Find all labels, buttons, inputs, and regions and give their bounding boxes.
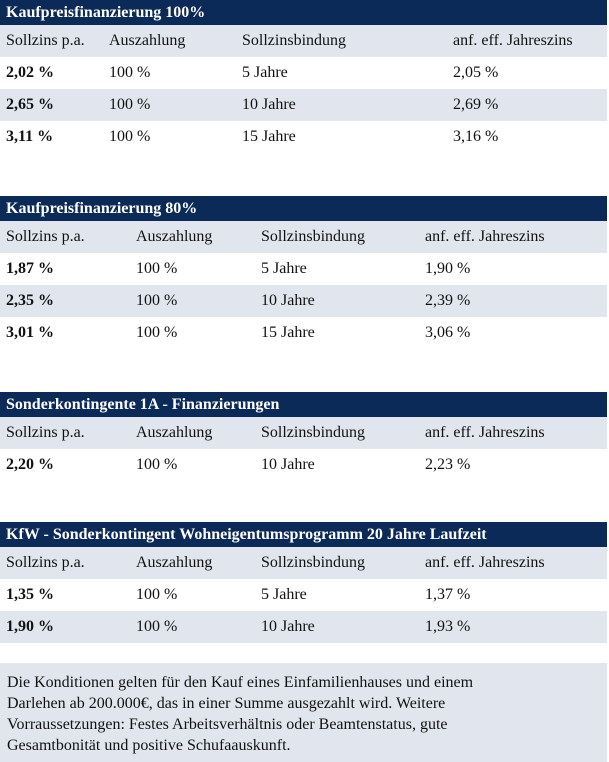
table-title: Kaufpreisfinanzierung 100% bbox=[0, 0, 607, 25]
cell-auszahlung: 100 % bbox=[136, 292, 178, 309]
header-effektivzins: anf. eff. Jahreszins bbox=[425, 554, 545, 571]
cell-effektivzins: 1,37 % bbox=[425, 586, 471, 603]
table-row: 1,90 % 100 % 10 Jahre 1,93 % bbox=[0, 611, 607, 643]
header-effektivzins: anf. eff. Jahreszins bbox=[453, 32, 573, 49]
cell-auszahlung: 100 % bbox=[109, 96, 151, 113]
cell-auszahlung: 100 % bbox=[136, 456, 178, 473]
table-header-row: Sollzins p.a. Auszahlung Sollzinsbindung… bbox=[0, 547, 607, 579]
table-row: 2,20 % 100 % 10 Jahre 2,23 % bbox=[0, 449, 607, 481]
cell-sollzins: 1,87 % bbox=[6, 260, 54, 277]
cell-sollzins: 2,20 % bbox=[6, 456, 54, 473]
note-line: Darlehen ab 200.000€, das in einer Summe… bbox=[7, 695, 446, 712]
table-title: Sonderkontingente 1A - Finanzierungen bbox=[0, 392, 607, 417]
cell-effektivzins: 2,05 % bbox=[453, 64, 499, 81]
cell-effektivzins: 2,23 % bbox=[425, 456, 471, 473]
cell-auszahlung: 100 % bbox=[136, 618, 178, 635]
cell-effektivzins: 1,90 % bbox=[425, 260, 471, 277]
cell-effektivzins: 2,39 % bbox=[425, 292, 471, 309]
cell-sollzinsbindung: 15 Jahre bbox=[261, 324, 315, 341]
header-auszahlung: Auszahlung bbox=[136, 424, 213, 441]
note-line: Die Konditionen gelten für den Kauf eine… bbox=[7, 674, 474, 691]
table-row: 2,35 % 100 % 10 Jahre 2,39 % bbox=[0, 285, 607, 317]
note-line: Gesamtbonität und positive Schufaauskunf… bbox=[7, 737, 291, 754]
cell-effektivzins: 1,93 % bbox=[425, 618, 471, 635]
header-sollzins: Sollzins p.a. bbox=[6, 424, 85, 441]
table-row: 1,35 % 100 % 5 Jahre 1,37 % bbox=[0, 579, 607, 611]
cell-sollzins: 3,11 % bbox=[6, 128, 54, 145]
cell-auszahlung: 100 % bbox=[136, 260, 178, 277]
cell-auszahlung: 100 % bbox=[136, 586, 178, 603]
cell-sollzinsbindung: 10 Jahre bbox=[261, 618, 315, 635]
header-effektivzins: anf. eff. Jahreszins bbox=[425, 424, 545, 441]
cell-auszahlung: 100 % bbox=[136, 324, 178, 341]
rate-table-4: KfW - Sonderkontingent Wohneigentumsprog… bbox=[0, 522, 607, 643]
rate-table-1: Kaufpreisfinanzierung 100% Sollzins p.a.… bbox=[0, 0, 607, 153]
cell-sollzinsbindung: 5 Jahre bbox=[261, 586, 307, 603]
table-title: Kaufpreisfinanzierung 80% bbox=[0, 196, 607, 221]
table-title: KfW - Sonderkontingent Wohneigentumsprog… bbox=[0, 522, 607, 547]
table-row: 3,01 % 100 % 15 Jahre 3,06 % bbox=[0, 317, 607, 349]
note-line: Vorraussetzungen: Festes Arbeitsverhältn… bbox=[7, 716, 448, 733]
header-effektivzins: anf. eff. Jahreszins bbox=[425, 228, 545, 245]
cell-sollzinsbindung: 5 Jahre bbox=[261, 260, 307, 277]
rate-table-3: Sonderkontingente 1A - Finanzierungen So… bbox=[0, 392, 607, 481]
rate-table-2: Kaufpreisfinanzierung 80% Sollzins p.a. … bbox=[0, 196, 607, 349]
header-sollzinsbindung: Sollzinsbindung bbox=[261, 228, 366, 245]
header-sollzinsbindung: Sollzinsbindung bbox=[261, 554, 366, 571]
header-sollzins: Sollzins p.a. bbox=[6, 554, 85, 571]
cell-sollzinsbindung: 5 Jahre bbox=[242, 64, 288, 81]
cell-sollzins: 1,90 % bbox=[6, 618, 54, 635]
header-sollzins: Sollzins p.a. bbox=[6, 228, 85, 245]
header-sollzinsbindung: Sollzinsbindung bbox=[261, 424, 366, 441]
cell-effektivzins: 3,06 % bbox=[425, 324, 471, 341]
header-sollzinsbindung: Sollzinsbindung bbox=[242, 32, 347, 49]
cell-sollzins: 2,35 % bbox=[6, 292, 54, 309]
table-row: 3,11 % 100 % 15 Jahre 3,16 % bbox=[0, 121, 607, 153]
table-row: 1,87 % 100 % 5 Jahre 1,90 % bbox=[0, 253, 607, 285]
cell-sollzinsbindung: 10 Jahre bbox=[261, 456, 315, 473]
table-header-row: Sollzins p.a. Auszahlung Sollzinsbindung… bbox=[0, 25, 607, 57]
header-sollzins: Sollzins p.a. bbox=[6, 32, 85, 49]
cell-effektivzins: 3,16 % bbox=[453, 128, 499, 145]
table-row: 2,65 % 100 % 10 Jahre 2,69 % bbox=[0, 89, 607, 121]
table-row: 2,02 % 100 % 5 Jahre 2,05 % bbox=[0, 57, 607, 89]
header-auszahlung: Auszahlung bbox=[136, 554, 213, 571]
conditions-note: Die Konditionen gelten für den Kauf eine… bbox=[0, 663, 607, 762]
cell-effektivzins: 2,69 % bbox=[453, 96, 499, 113]
header-auszahlung: Auszahlung bbox=[109, 32, 186, 49]
cell-sollzinsbindung: 10 Jahre bbox=[261, 292, 315, 309]
cell-sollzins: 3,01 % bbox=[6, 324, 54, 341]
cell-sollzins: 2,65 % bbox=[6, 96, 54, 113]
cell-sollzinsbindung: 15 Jahre bbox=[242, 128, 296, 145]
cell-auszahlung: 100 % bbox=[109, 128, 151, 145]
cell-sollzinsbindung: 10 Jahre bbox=[242, 96, 296, 113]
cell-auszahlung: 100 % bbox=[109, 64, 151, 81]
table-header-row: Sollzins p.a. Auszahlung Sollzinsbindung… bbox=[0, 417, 607, 449]
cell-sollzins: 1,35 % bbox=[6, 586, 54, 603]
table-header-row: Sollzins p.a. Auszahlung Sollzinsbindung… bbox=[0, 221, 607, 253]
header-auszahlung: Auszahlung bbox=[136, 228, 213, 245]
cell-sollzins: 2,02 % bbox=[6, 64, 54, 81]
